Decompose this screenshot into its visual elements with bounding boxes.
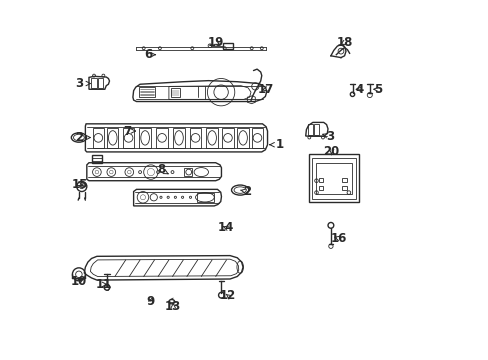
Bar bbox=[92, 155, 102, 163]
Bar bbox=[183, 168, 192, 176]
Text: 17: 17 bbox=[257, 83, 273, 96]
Text: 1: 1 bbox=[269, 138, 283, 151]
Text: 2: 2 bbox=[76, 131, 90, 144]
Text: 16: 16 bbox=[330, 232, 346, 245]
Text: 11: 11 bbox=[95, 278, 111, 291]
Text: 7: 7 bbox=[123, 125, 135, 138]
Bar bbox=[309, 154, 358, 202]
Text: 5: 5 bbox=[373, 83, 381, 96]
Text: 12: 12 bbox=[220, 289, 236, 302]
Bar bbox=[318, 186, 322, 190]
Text: 8: 8 bbox=[157, 163, 168, 176]
Text: 14: 14 bbox=[217, 221, 233, 234]
Text: 3: 3 bbox=[322, 130, 334, 143]
Bar bbox=[318, 178, 322, 182]
Bar bbox=[342, 186, 346, 190]
Text: 3: 3 bbox=[76, 77, 90, 90]
Bar bbox=[223, 43, 232, 49]
Text: 19: 19 bbox=[207, 36, 224, 49]
Bar bbox=[342, 178, 346, 182]
Text: 18: 18 bbox=[336, 36, 352, 49]
Bar bbox=[311, 158, 355, 199]
Text: 6: 6 bbox=[143, 48, 155, 61]
Text: 10: 10 bbox=[71, 275, 87, 288]
Text: 13: 13 bbox=[165, 300, 181, 313]
Bar bbox=[316, 163, 351, 194]
Text: 2: 2 bbox=[240, 185, 251, 198]
Text: 15: 15 bbox=[71, 178, 88, 191]
Text: 4: 4 bbox=[355, 83, 363, 96]
Text: 9: 9 bbox=[146, 295, 155, 308]
Text: 20: 20 bbox=[323, 145, 339, 158]
